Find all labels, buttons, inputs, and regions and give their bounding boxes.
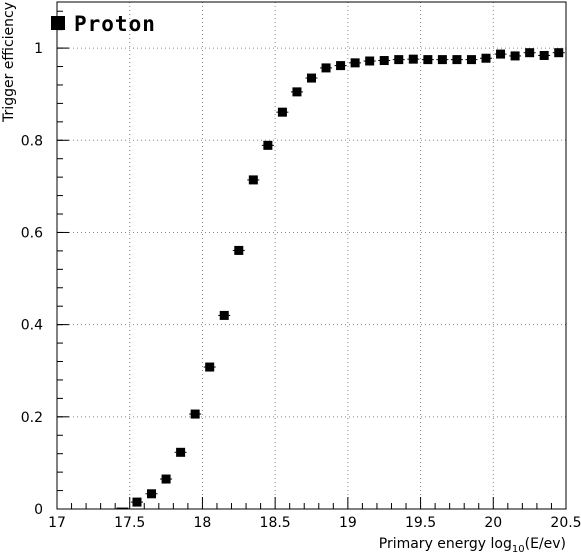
data-point (554, 48, 564, 58)
x-tick-label: 17 (48, 515, 66, 531)
data-point (176, 447, 186, 457)
x-tick-label: 20 (484, 515, 502, 531)
data-point (481, 53, 491, 63)
data-point (321, 63, 331, 73)
data-point (452, 55, 462, 65)
x-tick-label: 20.5 (550, 515, 581, 531)
data-point (147, 489, 157, 499)
y-tick-label: 0.2 (21, 410, 43, 426)
x-tick-label: 19 (339, 515, 357, 531)
data-point (510, 51, 520, 61)
data-point (234, 245, 244, 255)
legend-square-icon (51, 16, 65, 30)
data-point (161, 474, 171, 484)
data-point (496, 49, 506, 59)
data-points (58, 48, 565, 510)
x-tick-labels: 17 17.5 18 18.5 19 19.5 20 20.5 (48, 515, 581, 531)
data-point (423, 55, 433, 65)
data-point (350, 58, 360, 68)
y-tick-label: 1 (34, 41, 43, 57)
axis-ticks (56, 10, 567, 510)
data-point (365, 56, 375, 66)
data-point (292, 87, 302, 97)
data-point (219, 310, 229, 320)
data-point (394, 55, 404, 65)
y-tick-label: 0.6 (21, 225, 43, 241)
data-point (539, 50, 549, 60)
data-point (307, 73, 316, 83)
x-tick-label: 18 (194, 515, 212, 531)
x-tick-label: 17.5 (114, 515, 145, 531)
y-axis-title: Trigger efficiency (1, 2, 17, 123)
data-point (525, 48, 535, 58)
data-point (190, 409, 200, 419)
data-point (248, 175, 258, 185)
y-tick-label: 0.4 (21, 318, 43, 334)
legend-label-proton: Proton (74, 12, 156, 36)
x-tick-label: 19.5 (405, 515, 436, 531)
data-point (466, 55, 476, 65)
data-point (408, 54, 418, 64)
data-point (263, 140, 273, 150)
x-tick-label: 18.5 (260, 515, 291, 531)
data-point (205, 362, 215, 372)
data-point (336, 61, 346, 71)
data-point (132, 497, 142, 507)
y-tick-label: 0.8 (21, 133, 43, 149)
grid-lines (57, 2, 566, 509)
data-point (277, 107, 287, 117)
y-tick-label: 0 (34, 502, 43, 518)
legend: Proton (51, 12, 156, 36)
data-point (379, 56, 389, 66)
data-point (437, 55, 447, 65)
y-tick-labels: 0 0.2 0.4 0.6 0.8 1 (21, 41, 43, 518)
plot-frame (56, 1, 567, 510)
x-axis-title: Primary energy log10(E/ev) (379, 536, 566, 554)
